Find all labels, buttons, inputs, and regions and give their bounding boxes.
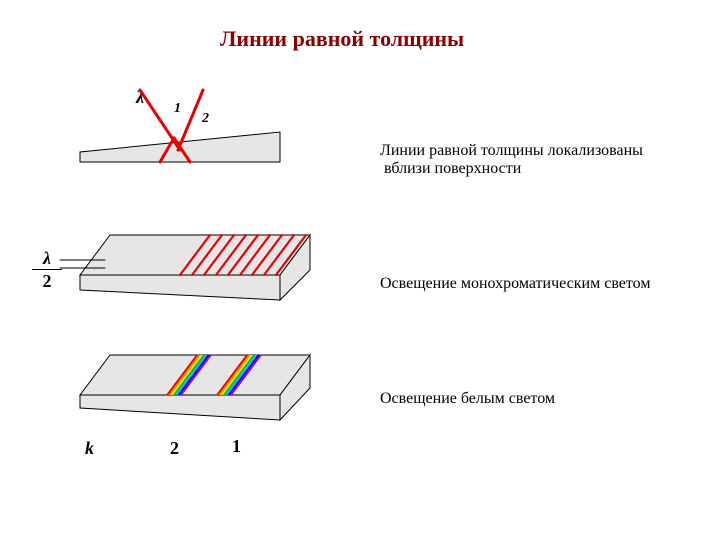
caption-white-light: Освещение белым светом — [380, 390, 555, 408]
label-order-1: 1 — [232, 436, 241, 457]
label-order-2: 2 — [170, 438, 179, 459]
caption-monochromatic: Освещение монохроматическим светом — [380, 275, 650, 293]
page-title: Линии равной толщины — [220, 26, 464, 52]
diagram-white-light-fringes — [80, 340, 340, 435]
label-k: k — [85, 438, 94, 459]
lambda-over-2: λ2 — [32, 249, 62, 290]
caption-localized: Линии равной толщины локализованы вблизи… — [380, 142, 643, 178]
diagram-rays-on-wedge — [80, 90, 300, 180]
diagram-monochromatic-fringes — [80, 220, 340, 315]
